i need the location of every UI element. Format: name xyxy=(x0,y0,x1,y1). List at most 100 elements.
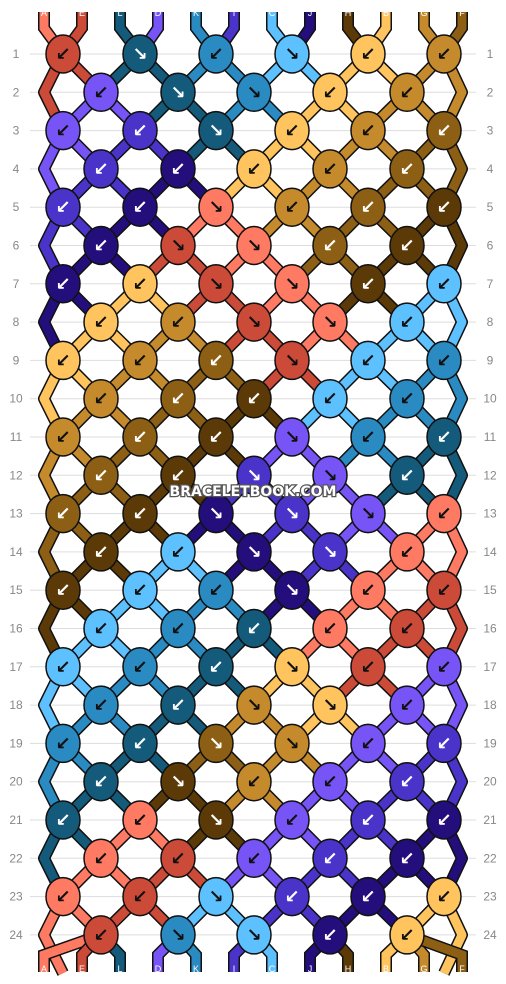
knot: ↘ xyxy=(274,417,310,457)
knot-arrow-icon: ↙ xyxy=(208,350,223,371)
knot: ↙ xyxy=(426,800,462,840)
knot-body xyxy=(274,876,310,917)
knot-arrow-icon: ↙ xyxy=(132,580,147,601)
knot: ↘ xyxy=(236,455,272,496)
knot-arrow-icon: ↙ xyxy=(208,657,223,678)
knot-arrow-icon: ↘ xyxy=(208,887,223,908)
knot-arrow-icon: ↙ xyxy=(93,236,108,257)
knot: ↙ xyxy=(350,647,386,687)
knot-arrow-icon: ↙ xyxy=(399,159,414,180)
knot-body xyxy=(160,915,196,955)
knot: ↙ xyxy=(389,915,425,955)
knot-body xyxy=(160,302,196,342)
knot: ↘ xyxy=(198,110,234,151)
knot: ↙ xyxy=(45,340,81,381)
knot: ↘ xyxy=(198,187,234,227)
knot-body xyxy=(312,915,348,955)
knot-body xyxy=(198,800,234,840)
knot-arrow-icon: ↘ xyxy=(284,44,299,65)
knot-arrow-icon: ↙ xyxy=(322,159,337,180)
knot-arrow-icon: ↙ xyxy=(170,465,185,486)
knot-body xyxy=(350,800,386,840)
top-strand-label: E xyxy=(79,8,85,18)
knot: ↙ xyxy=(350,110,386,151)
knot-body xyxy=(312,72,348,113)
knot: ↘ xyxy=(198,876,234,917)
knot-arrow-icon: ↙ xyxy=(132,657,147,678)
knot-body xyxy=(198,570,234,610)
knot: ↘ xyxy=(160,225,196,266)
knot-body xyxy=(312,608,348,649)
knot-body xyxy=(198,493,234,534)
knot-body xyxy=(236,915,272,955)
knot-body xyxy=(45,34,81,74)
knot-arrow-icon: ↙ xyxy=(93,619,108,640)
knot-arrow-icon: ↙ xyxy=(399,465,414,486)
knot-body xyxy=(426,493,462,534)
knot-arrow-icon: ↙ xyxy=(246,159,261,180)
knot-arrow-icon: ↙ xyxy=(399,772,414,793)
knot: ↙ xyxy=(312,225,348,266)
knot-arrow-icon: ↙ xyxy=(284,121,299,142)
knot-arrow-icon: ↙ xyxy=(246,772,261,793)
row-number-left: 14 xyxy=(9,545,23,559)
knot-arrow-icon: ↙ xyxy=(399,848,414,869)
knot: ↙ xyxy=(426,570,462,610)
knot-arrow-icon: ↙ xyxy=(399,619,414,640)
row-number-left: 20 xyxy=(9,775,23,789)
knot-arrow-icon: ↘ xyxy=(284,733,299,754)
knot-arrow-icon: ↙ xyxy=(93,312,108,333)
knot-body xyxy=(45,264,81,304)
knot: ↘ xyxy=(122,34,158,74)
knot: ↙ xyxy=(122,723,158,764)
knot-arrow-icon: ↘ xyxy=(246,695,261,716)
row-number-right: 14 xyxy=(483,545,497,559)
knot-body xyxy=(389,761,425,802)
knot-body xyxy=(198,647,234,687)
knot-body xyxy=(350,876,386,917)
knot-body xyxy=(389,608,425,649)
knot-body xyxy=(312,378,348,419)
knot: ↙ xyxy=(350,187,386,227)
knot: ↙ xyxy=(83,378,119,419)
knot-arrow-icon: ↙ xyxy=(132,733,147,754)
knot-body xyxy=(350,264,386,304)
knot: ↘ xyxy=(198,264,234,304)
knot-arrow-icon: ↙ xyxy=(93,695,108,716)
knot-arrow-icon: ↙ xyxy=(399,82,414,103)
knot-body xyxy=(389,149,425,189)
knot: ↙ xyxy=(236,378,272,419)
knot-arrow-icon: ↙ xyxy=(436,580,451,601)
knot-arrow-icon: ↘ xyxy=(208,810,223,831)
row-number-right: 22 xyxy=(483,851,497,865)
knot-body xyxy=(160,761,196,802)
row-number-right: 24 xyxy=(483,928,497,942)
knot-body xyxy=(83,149,119,189)
knot-arrow-icon: ↙ xyxy=(170,312,185,333)
knot-body xyxy=(389,838,425,879)
row-number-right: 23 xyxy=(483,890,497,904)
knot-body xyxy=(83,915,119,955)
knot: ↙ xyxy=(45,800,81,840)
knot: ↙ xyxy=(236,608,272,649)
knot-body xyxy=(274,110,310,151)
knot-arrow-icon: ↙ xyxy=(436,197,451,218)
knot: ↙ xyxy=(350,570,386,610)
knot: ↙ xyxy=(122,800,158,840)
knot-body xyxy=(122,647,158,687)
knot-body xyxy=(83,225,119,266)
knot: ↙ xyxy=(83,915,119,955)
knot: ↘ xyxy=(312,455,348,496)
knot: ↙ xyxy=(312,72,348,113)
knot-arrow-icon: ↙ xyxy=(399,695,414,716)
knot: ↙ xyxy=(389,149,425,189)
knot-body xyxy=(83,685,119,725)
knot-body xyxy=(122,340,158,381)
knot-body xyxy=(389,532,425,572)
knot: ↙ xyxy=(389,302,425,342)
knot-arrow-icon: ↙ xyxy=(322,82,337,103)
bottom-strand xyxy=(405,930,467,972)
knot-arrow-icon: ↙ xyxy=(360,121,375,142)
knot-arrow-icon: ↙ xyxy=(55,274,70,295)
